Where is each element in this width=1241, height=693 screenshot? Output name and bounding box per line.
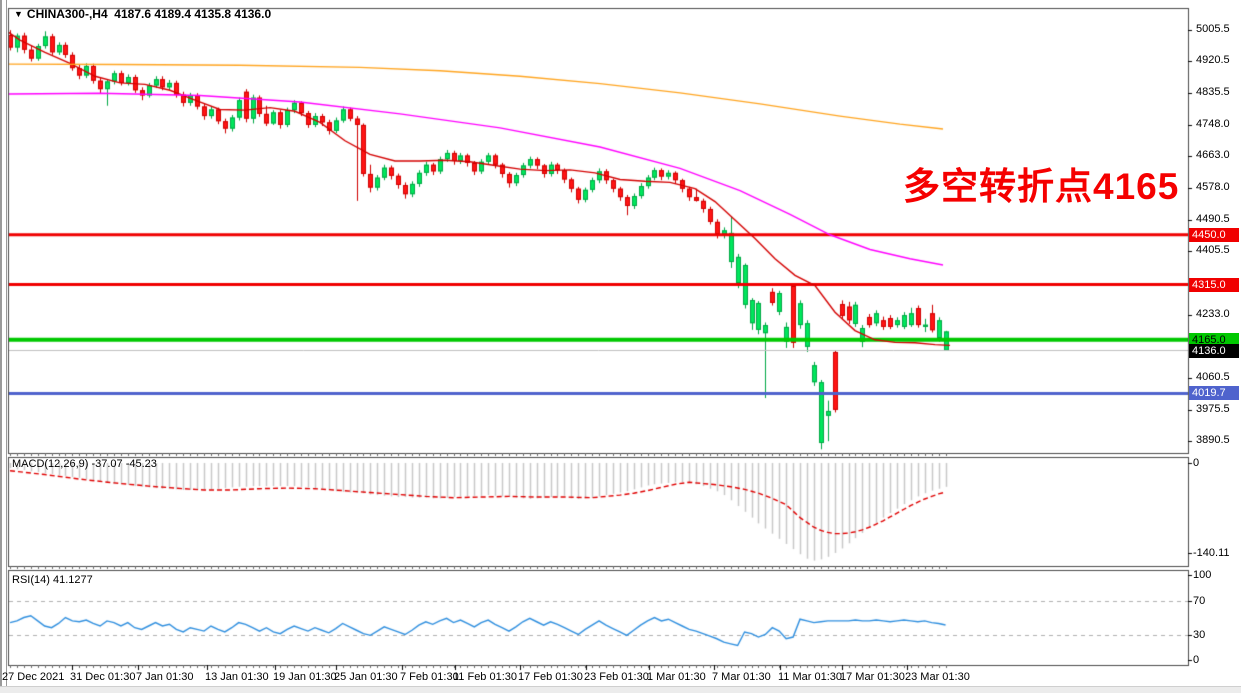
price-tick-label: 4663.0 [1196, 149, 1230, 162]
time-axis-label: 23 Mar 01:30 [905, 671, 970, 683]
time-axis-label: 7 Feb 01:30 [400, 671, 459, 683]
price-tag-4450.0[interactable]: 4450.0 [1189, 227, 1239, 242]
rsi-indicator-label: RSI(14) 41.1277 [12, 574, 93, 586]
price-tick-label: 4578.0 [1196, 180, 1230, 193]
ohlc-values-label: 4187.6 4189.4 4135.8 4136.0 [114, 7, 272, 21]
collapse-triangle-icon[interactable]: ▼ [14, 9, 23, 19]
window-bottom-strip [0, 686, 1241, 693]
time-axis-label: 19 Jan 01:30 [273, 671, 337, 683]
price-tick-label: 5005.5 [1196, 23, 1230, 35]
price-tick-label: 3975.5 [1196, 402, 1230, 415]
time-axis-label: 11 Feb 01:30 [453, 671, 518, 683]
price-tick-label: 4835.5 [1196, 85, 1230, 98]
price-tick-label: 3890.5 [1196, 434, 1230, 446]
time-axis-label: 23 Feb 01:30 [584, 671, 649, 683]
time-axis-label: 7 Mar 01:30 [712, 671, 771, 683]
window-left-frame [0, 0, 7, 686]
time-axis-label: 25 Jan 01:30 [334, 671, 398, 683]
time-axis-label: 11 Mar 01:30 [778, 671, 843, 683]
price-tag-4165.0[interactable]: 4165.0 [1189, 332, 1239, 347]
price-tick-label: 4405.5 [1196, 244, 1230, 257]
time-axis-label: 17 Feb 01:30 [518, 671, 583, 683]
macd-axis-label: -140.11 [1193, 547, 1230, 559]
price-tag-4315.0[interactable]: 4315.0 [1189, 277, 1239, 292]
rsi-axis-label: 70 [1193, 594, 1206, 607]
price-tag-4019.7[interactable]: 4019.7 [1189, 386, 1239, 401]
time-axis-label: 13 Jan 01:30 [205, 671, 269, 683]
time-axis-label: 17 Mar 01:30 [840, 671, 905, 683]
price-tick-label: 4060.5 [1196, 371, 1230, 384]
rsi-axis-label: 30 [1193, 628, 1206, 641]
time-axis-label: 7 Jan 01:30 [136, 671, 194, 683]
time-axis-label: 31 Dec 01:30 [70, 671, 136, 683]
time-axis-label: 27 Dec 2021 [2, 671, 65, 683]
price-tick-label: 4748.0 [1196, 117, 1230, 130]
price-tick-label: 4920.5 [1196, 54, 1230, 67]
symbol-period-label: CHINA300-,H4 [26, 7, 108, 21]
macd-axis-label: 0 [1193, 457, 1200, 469]
price-tag-4136.0[interactable]: 4136.0 [1189, 343, 1239, 358]
time-axis-label: 1 Mar 01:30 [647, 671, 706, 683]
macd-indicator-label: MACD(12,26,9) -37.07 -45.23 [12, 458, 157, 470]
rsi-axis-label: 0 [1193, 654, 1200, 666]
price-annotation-text: 多空转折点4165 [903, 166, 1180, 207]
chart-title: ▼ CHINA300-,H4 4187.6 4189.4 4135.8 4136.… [14, 7, 271, 21]
price-tick-label: 4233.0 [1196, 307, 1230, 320]
price-tick-label: 4490.5 [1196, 212, 1230, 225]
rsi-axis-label: 100 [1193, 569, 1212, 581]
